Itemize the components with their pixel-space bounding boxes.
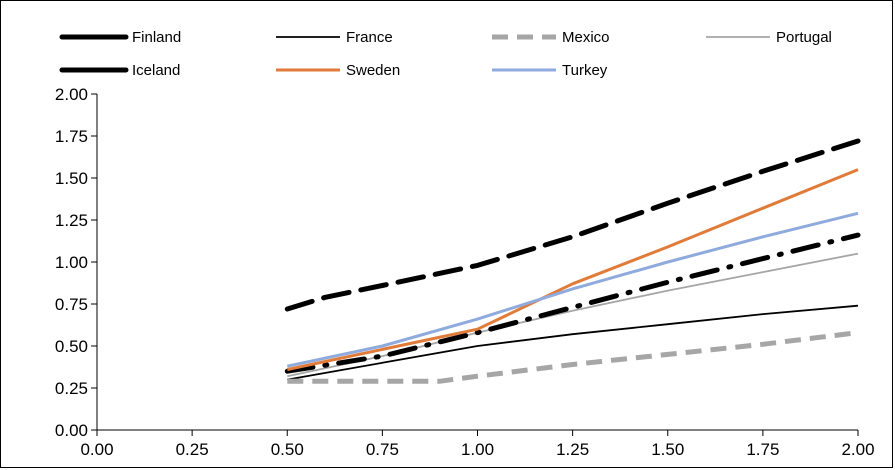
legend-item-iceland: Iceland	[59, 62, 180, 79]
x-tick-label: 1.50	[651, 440, 684, 459]
x-tick-label: 1.25	[556, 440, 589, 459]
series-line-sweden	[286, 168, 859, 371]
legend-label: Finland	[132, 29, 181, 46]
x-tick-label: 0.75	[366, 440, 399, 459]
legend-label: Mexico	[562, 29, 610, 46]
y-tick-label: 0.25	[55, 379, 88, 398]
legend-item-portugal: Portugal	[706, 29, 832, 46]
x-tick-label: 0.25	[176, 440, 209, 459]
legend-item-turkey: Turkey	[492, 62, 608, 79]
series-line-portugal	[287, 252, 859, 378]
legend: Finland France Mexico Portugal Iceland Sweden…	[59, 29, 832, 79]
y-tick-label: 2.00	[55, 85, 88, 104]
series-line-finland	[284, 138, 861, 312]
series-line-iceland	[284, 232, 861, 374]
series-layer	[284, 138, 861, 384]
legend-label: France	[346, 29, 393, 46]
legend-label: Iceland	[132, 62, 180, 79]
series-line-mexico	[287, 330, 859, 384]
legend-item-finland: Finland	[59, 29, 181, 46]
y-tick-label: 1.50	[55, 169, 88, 188]
x-tick-label: 0.00	[80, 440, 113, 459]
x-tick-label: 1.75	[746, 440, 779, 459]
y-tick-label: 0.50	[55, 337, 88, 356]
y-tick-label: 1.00	[55, 253, 88, 272]
y-tick-label: 0.00	[55, 421, 88, 440]
legend-label: Sweden	[346, 62, 400, 79]
series-line-turkey	[286, 211, 859, 368]
y-tick-label: 1.75	[55, 127, 88, 146]
y-tick-label: 0.75	[55, 295, 88, 314]
x-tick-label: 1.00	[461, 440, 494, 459]
legend-label: Turkey	[562, 62, 608, 79]
series-line-france	[287, 304, 859, 381]
y-tick-label: 1.25	[55, 211, 88, 230]
x-tick-label: 0.50	[271, 440, 304, 459]
legend-item-france: France	[276, 29, 393, 46]
legend-item-sweden: Sweden	[276, 62, 400, 79]
x-tick-label: 2.00	[841, 440, 874, 459]
axes: 0.00 0.25 0.50 0.75 1.00 1.25 1.50 1.75 2.00 0.00…	[55, 85, 875, 459]
legend-item-mexico: Mexico	[492, 29, 610, 46]
legend-label: Portugal	[776, 29, 832, 46]
